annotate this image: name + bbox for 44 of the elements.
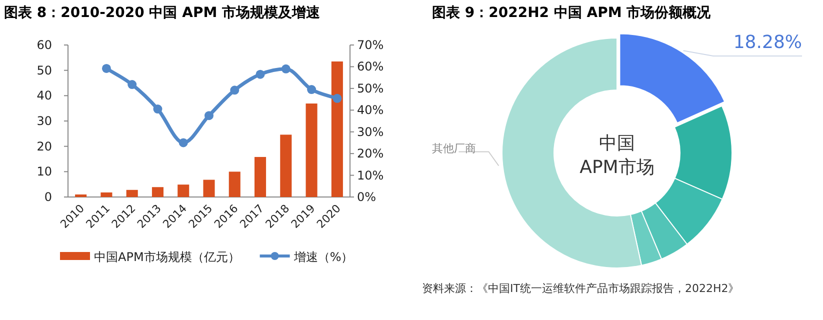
point — [256, 70, 265, 79]
y-tick-label: 30 — [36, 114, 52, 128]
chart-title: 图表 9：2022H2 中国 APM 市场份额概况 — [432, 4, 712, 21]
bar — [331, 61, 343, 197]
point — [204, 111, 214, 120]
y2-tick-label: 50% — [357, 81, 384, 96]
y2-tick-label: 40% — [357, 103, 384, 118]
text: 资料来源：《中国IT统一运维软件产品市场跟踪报告，2022H2》 — [422, 282, 740, 295]
y2-tick-label: 70% — [357, 38, 384, 52]
bar — [152, 187, 164, 197]
bar — [178, 184, 190, 197]
bar — [126, 190, 138, 197]
bar — [100, 192, 112, 197]
y2-tick-label: 20% — [357, 146, 384, 161]
y-tick-label: 0 — [44, 190, 52, 204]
bar — [75, 194, 87, 197]
legend-label: 增速（%） — [292, 250, 354, 264]
y-tick-label: 50 — [36, 63, 52, 78]
point — [102, 64, 111, 73]
text: 中国 APM市场 — [580, 133, 654, 178]
y-tick-label: 60 — [36, 38, 52, 52]
point — [307, 85, 316, 94]
bar — [228, 172, 240, 197]
chart-title: 图表 8：2010-2020 中国 APM 市场规模及增速 — [4, 4, 322, 21]
bar — [254, 156, 266, 197]
slice-label: 其他厂商 — [432, 142, 476, 155]
y2-tick-label: 60% — [357, 60, 384, 74]
point — [178, 138, 188, 148]
bar — [280, 134, 292, 197]
data-label: 18.28% — [733, 32, 802, 53]
point — [128, 80, 137, 90]
point — [332, 94, 342, 103]
y2-tick-label: 30% — [357, 124, 384, 139]
point — [153, 104, 162, 114]
y-tick-label: 20 — [36, 139, 52, 154]
y2-tick-label: 10% — [357, 168, 384, 182]
bar — [203, 180, 215, 197]
point — [281, 64, 290, 74]
y-tick-label: 40 — [36, 88, 52, 103]
legend-label: 中国APM市场规模（亿元） — [94, 250, 240, 264]
y2-tick-label: 0% — [357, 190, 376, 204]
point — [230, 86, 240, 95]
y-tick-label: 10 — [36, 164, 52, 179]
bar — [306, 104, 318, 197]
